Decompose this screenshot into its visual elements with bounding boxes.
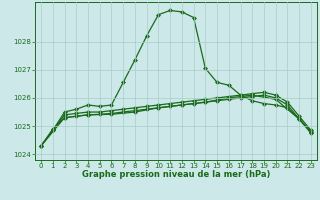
X-axis label: Graphe pression niveau de la mer (hPa): Graphe pression niveau de la mer (hPa) — [82, 170, 270, 179]
